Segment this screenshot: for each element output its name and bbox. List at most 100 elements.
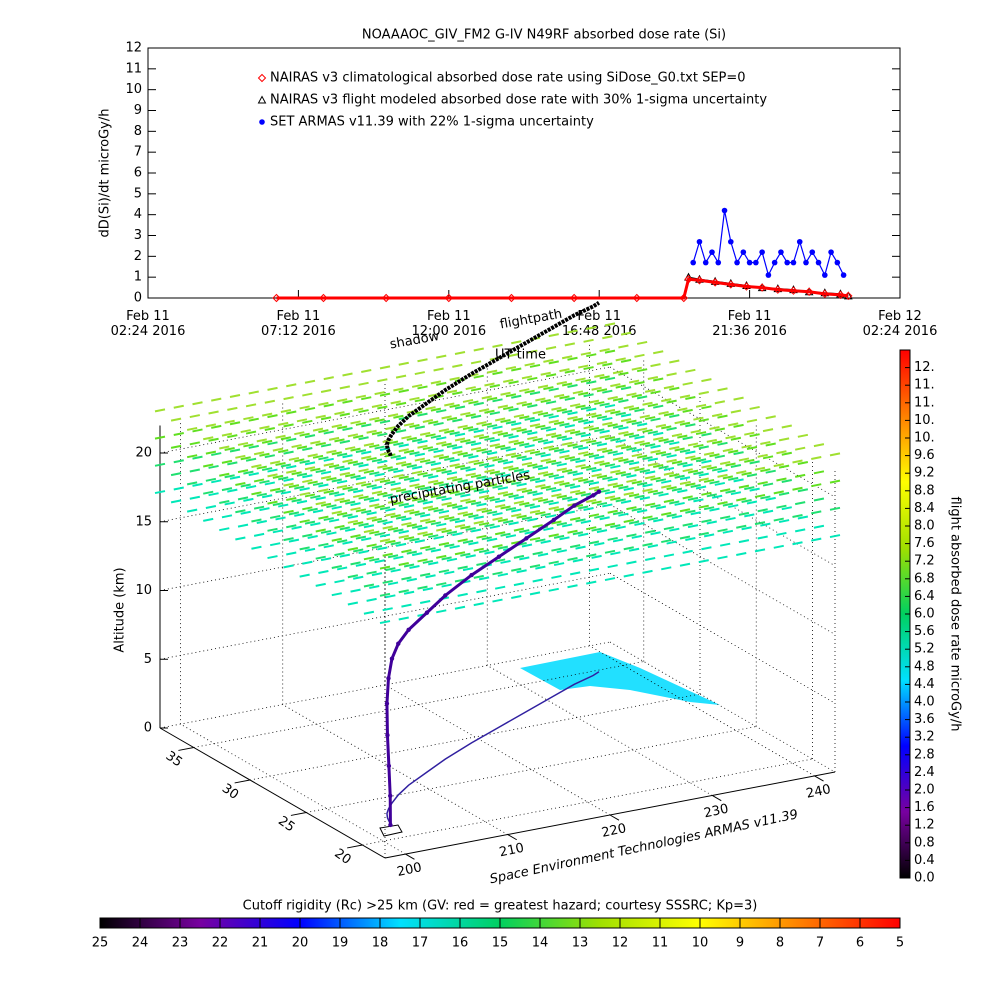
field-arrow: [302, 560, 313, 565]
field-arrow: [829, 534, 841, 539]
field-arrow: [738, 484, 750, 489]
field-arrow: [559, 481, 570, 486]
field-arrow: [269, 514, 281, 519]
field-arrow: [698, 445, 709, 450]
field-arrow: [307, 480, 318, 485]
field-arrow: [604, 322, 616, 327]
field-arrow: [682, 522, 693, 527]
field-arrow: [628, 434, 640, 438]
field-arrow: [251, 518, 262, 523]
field-arrow: [393, 474, 404, 479]
field-arrow: [385, 507, 396, 512]
field-arrow: [612, 424, 624, 429]
field-arrow: [390, 568, 401, 573]
field-arrow: [500, 473, 511, 478]
field-arrow: [253, 532, 265, 537]
field-arrow: [366, 484, 377, 489]
field-arrow: [591, 441, 602, 446]
field-arrow: [283, 450, 294, 455]
field-arrow: [516, 569, 527, 574]
field-arrow: [478, 494, 490, 499]
field-arrow: [484, 382, 495, 387]
colorbar-tick-label: 8.4: [914, 501, 935, 516]
field-arrow: [419, 572, 431, 577]
field-arrow: [503, 406, 514, 411]
field-arrow: [208, 492, 219, 497]
y-tick-label: 1: [134, 270, 142, 285]
field-arrow: [441, 556, 452, 561]
field-arrow: [355, 394, 367, 399]
field-arrow: [425, 433, 436, 438]
flight-path: [385, 490, 600, 825]
field-arrow: [462, 453, 474, 458]
field-arrow: [205, 450, 217, 455]
field-arrow: [278, 503, 289, 508]
field-arrow: [626, 533, 637, 538]
field-arrow: [253, 505, 265, 510]
field-arrow: [328, 518, 340, 523]
field-arrow: [564, 428, 576, 433]
field-arrow: [406, 496, 417, 501]
field-arrow: [607, 423, 618, 428]
field-arrow: [505, 506, 517, 511]
field-arrow: [794, 446, 806, 451]
grid-line: [487, 665, 713, 796]
field-arrow: [644, 475, 656, 480]
colorbar-tick-label: 0.4: [914, 853, 935, 868]
field-arrow: [545, 400, 557, 405]
field-arrow: [350, 506, 361, 511]
field-arrow: [669, 386, 680, 391]
field-arrow: [575, 404, 586, 409]
marker: [834, 259, 841, 266]
field-arrow: [492, 457, 503, 462]
marker: [784, 259, 790, 266]
field-arrow: [725, 489, 736, 494]
field-arrow: [417, 412, 428, 417]
field-arrow: [470, 501, 482, 506]
field-arrow: [291, 498, 302, 503]
field-arrow: [669, 527, 680, 532]
field-arrow: [631, 534, 642, 539]
field-arrow: [296, 500, 308, 504]
field-arrow: [436, 582, 447, 587]
field-arrow: [355, 421, 367, 426]
field-arrow: [602, 389, 613, 394]
field-arrow: [411, 438, 423, 443]
field-arrow: [521, 429, 533, 434]
field-arrow: [294, 458, 305, 463]
field-arrow: [516, 428, 527, 433]
field-arrow: [377, 459, 388, 464]
field-arrow: [361, 482, 372, 487]
field-arrow: [465, 499, 476, 504]
y-tick-label: 4: [134, 207, 142, 222]
field-arrow: [462, 485, 474, 490]
field-arrow: [615, 439, 626, 444]
field-arrow: [280, 490, 292, 495]
field-arrow: [320, 470, 332, 475]
field-arrow: [626, 446, 637, 451]
field-arrow: [379, 592, 391, 597]
field-arrow: [618, 485, 629, 490]
field-arrow: [642, 515, 653, 520]
field-arrow: [353, 494, 364, 499]
annotation: precipitating particles: [389, 468, 532, 507]
field-arrow: [390, 400, 401, 405]
field-arrow: [575, 463, 586, 468]
field-arrow: [170, 417, 182, 422]
field-arrow: [599, 348, 610, 353]
field-arrow: [428, 474, 439, 479]
field-arrow: [682, 436, 693, 441]
field-arrow: [741, 444, 752, 449]
field-arrow: [478, 435, 490, 440]
field-arrow: [312, 509, 324, 514]
field-arrow: [561, 469, 573, 473]
marker: [734, 259, 740, 266]
grid-line: [159, 435, 611, 523]
field-arrow: [403, 504, 415, 509]
field-arrow: [224, 501, 235, 506]
field-arrow: [677, 407, 688, 412]
field-arrow: [813, 524, 825, 529]
field-arrow: [548, 387, 559, 392]
marker: [709, 249, 715, 255]
field-arrow: [406, 436, 417, 441]
